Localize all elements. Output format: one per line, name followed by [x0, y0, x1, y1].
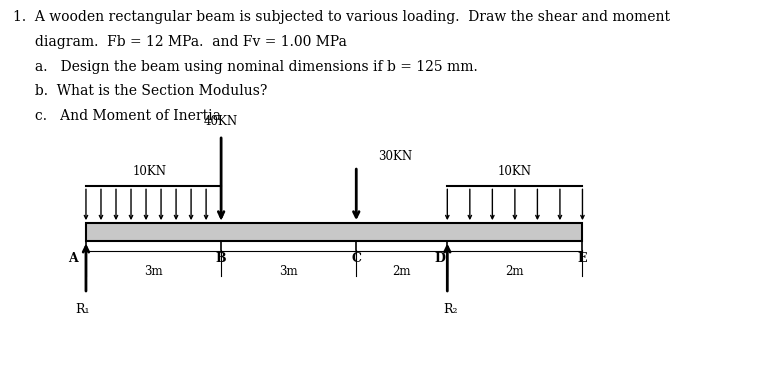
Text: 2m: 2m [505, 266, 524, 278]
Text: 10KN: 10KN [498, 165, 532, 178]
Text: 10KN: 10KN [133, 165, 167, 178]
Bar [86, 223, 583, 241]
Text: R₂: R₂ [444, 303, 458, 316]
Text: B: B [216, 252, 226, 265]
Text: 30KN: 30KN [378, 150, 413, 163]
Text: C: C [351, 252, 361, 265]
Text: 40KN: 40KN [204, 116, 238, 129]
Text: E: E [578, 252, 587, 265]
Text: diagram.  Fb = 12 MPa.  and Fv = 1.00 MPa: diagram. Fb = 12 MPa. and Fv = 1.00 MPa [13, 34, 347, 49]
Text: D: D [434, 252, 445, 265]
Text: A: A [69, 252, 78, 265]
Text: c.   And Moment of Inertia: c. And Moment of Inertia [13, 110, 222, 123]
Text: 3m: 3m [144, 266, 163, 278]
Text: a.   Design the beam using nominal dimensions if b = 125 mm.: a. Design the beam using nominal dimensi… [13, 60, 478, 74]
Text: 2m: 2m [392, 266, 411, 278]
Text: 1.  A wooden rectangular beam is subjected to various loading.  Draw the shear a: 1. A wooden rectangular beam is subjecte… [13, 10, 671, 24]
Text: 3m: 3m [279, 266, 298, 278]
Text: R₁: R₁ [75, 303, 90, 316]
Text: b.  What is the Section Modulus?: b. What is the Section Modulus? [13, 84, 268, 99]
